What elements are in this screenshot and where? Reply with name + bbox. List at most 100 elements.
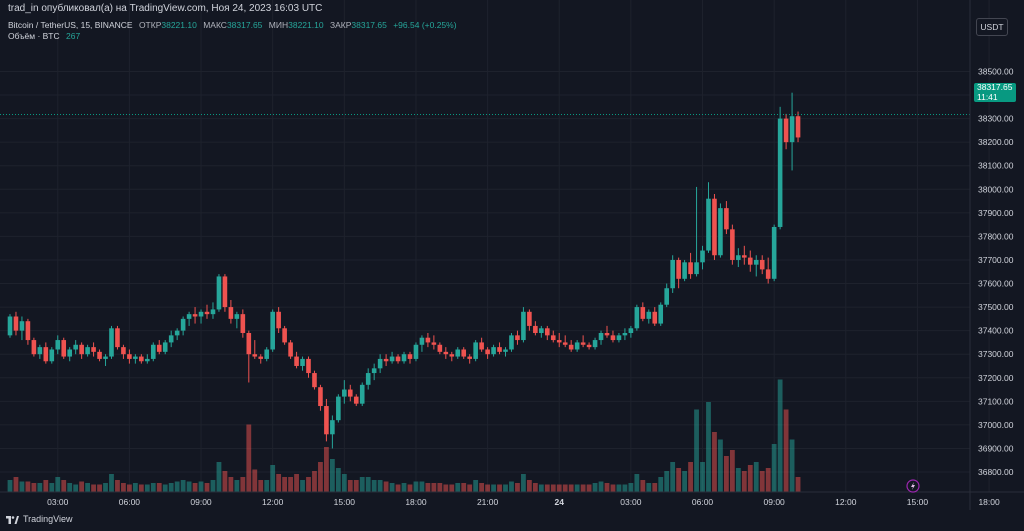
volume-bar <box>329 459 335 492</box>
candle <box>318 384 323 411</box>
lightning-icon[interactable] <box>906 479 920 493</box>
volume-bar <box>646 483 652 492</box>
volume-bar <box>485 484 490 492</box>
high-label: МАКС <box>203 20 227 30</box>
candle-body <box>682 262 687 279</box>
candle <box>700 245 705 270</box>
candle-body <box>282 328 287 343</box>
price-tick-label: 36800.00 <box>978 467 1014 477</box>
candle <box>7 314 13 338</box>
candle <box>509 332 514 352</box>
time-axis[interactable]: 03:00 06:00 09:00 12:00 15:00 18:00 21:00 24 03:… <box>47 497 1000 507</box>
volume-legend: Объём · BTC 267 <box>8 31 80 41</box>
volume-bar <box>103 483 108 492</box>
candle-body <box>568 344 574 350</box>
volume-bar <box>31 483 37 492</box>
candle <box>252 340 258 359</box>
candle <box>742 245 747 265</box>
volume-bar <box>252 469 258 492</box>
candle <box>240 309 246 338</box>
candle <box>527 309 532 331</box>
symbol-legend: Bitcoin / TetherUS, 15, BINANCE ОТКР 3822… <box>8 20 461 30</box>
candle-body <box>640 307 646 319</box>
candle-body <box>592 340 598 348</box>
volume-bar <box>491 484 496 492</box>
candle-body <box>521 311 526 341</box>
time-tick-label: 03:00 <box>47 497 69 507</box>
volume-bar <box>276 474 282 492</box>
candle <box>765 257 771 284</box>
volume-bar <box>604 483 610 492</box>
candle-body <box>115 328 120 348</box>
volume-bar <box>306 477 311 492</box>
price-tick-label: 38200.00 <box>978 137 1014 147</box>
volume-bar <box>168 483 174 492</box>
volume-bar <box>150 483 156 492</box>
symbol-name[interactable]: Bitcoin / TetherUS, 15, BINANCE <box>8 20 133 30</box>
volume-bar <box>724 456 729 492</box>
candle-body <box>198 311 204 317</box>
candle <box>282 325 287 345</box>
candle-body <box>103 356 108 359</box>
candle-body <box>700 250 705 263</box>
volume-bar <box>443 484 449 492</box>
candle-body <box>491 347 496 355</box>
candle-body <box>628 328 634 333</box>
candle <box>718 203 723 258</box>
bar-countdown: 11:41 <box>977 91 998 102</box>
volume-bar <box>198 481 204 492</box>
candle-body <box>455 349 461 357</box>
candle <box>724 201 729 235</box>
price-tick-label: 37200.00 <box>978 373 1014 383</box>
candle-body <box>485 349 490 355</box>
volume-bar <box>455 483 461 492</box>
candle-body <box>652 311 658 324</box>
candle-body <box>192 314 198 317</box>
price-tick-label: 38100.00 <box>978 161 1014 171</box>
candle-body <box>556 340 562 343</box>
volume-bar <box>753 462 759 492</box>
volume-bars <box>7 379 801 492</box>
volume-label[interactable]: Объём · BTC <box>8 31 60 41</box>
candle <box>610 330 616 343</box>
price-axis[interactable]: 36800.00 36900.00 37000.00 37100.00 37200.00… <box>978 66 1014 477</box>
volume-bar <box>688 462 693 492</box>
volume-bar <box>204 483 210 492</box>
candle <box>556 332 562 348</box>
candle-body <box>145 358 150 362</box>
candle-body <box>580 342 586 345</box>
time-tick-label: 15:00 <box>334 497 356 507</box>
candle-body <box>539 328 544 333</box>
candle-body <box>461 349 467 357</box>
brand-name[interactable]: TradingView <box>23 514 73 524</box>
candle <box>37 344 43 359</box>
volume-bar <box>532 483 538 492</box>
volume-bar <box>258 480 264 492</box>
candle-body <box>473 342 478 359</box>
low-value: 38221.10 <box>288 20 324 30</box>
volume-bar <box>610 484 616 492</box>
candle-body <box>694 262 699 275</box>
volume-bar <box>521 474 526 492</box>
volume-bar <box>795 477 801 492</box>
candle-body <box>139 356 144 362</box>
candle-body <box>216 276 222 310</box>
candle-body <box>604 332 610 336</box>
candle-body <box>419 337 425 345</box>
volume-bar <box>222 471 228 492</box>
volume-bar <box>598 481 604 492</box>
volume-bar <box>97 484 102 492</box>
candle <box>562 335 568 348</box>
candle-body <box>365 373 371 385</box>
candle <box>795 111 801 143</box>
volume-bar <box>712 432 717 492</box>
volume-bar <box>138 484 144 492</box>
currency-button[interactable]: USDT <box>976 18 1008 36</box>
candle-body <box>377 358 383 369</box>
volume-bar <box>55 477 61 492</box>
candle-body <box>162 342 168 352</box>
candle-body <box>49 349 55 362</box>
candle-body <box>222 276 228 308</box>
open-label: ОТКР <box>138 20 162 30</box>
